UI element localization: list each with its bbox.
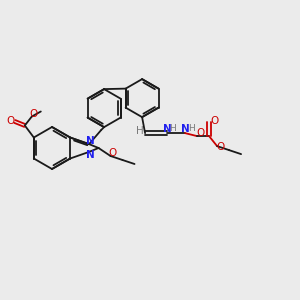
Text: O: O [108, 148, 117, 158]
Text: N: N [86, 150, 94, 160]
Text: H: H [169, 124, 176, 133]
Text: O: O [7, 116, 15, 125]
Text: O: O [210, 116, 218, 126]
Text: O: O [29, 109, 38, 119]
Text: H: H [136, 126, 144, 136]
Text: N: N [86, 136, 94, 146]
Text: O: O [196, 128, 204, 138]
Text: N: N [181, 124, 190, 134]
Text: H: H [188, 124, 194, 133]
Text: O: O [217, 142, 225, 152]
Text: N: N [163, 124, 172, 134]
